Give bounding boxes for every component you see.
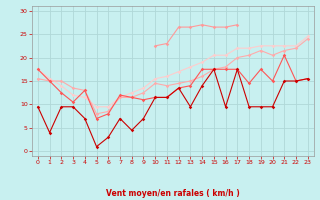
Text: Vent moyen/en rafales ( km/h ): Vent moyen/en rafales ( km/h ) [106, 189, 240, 198]
